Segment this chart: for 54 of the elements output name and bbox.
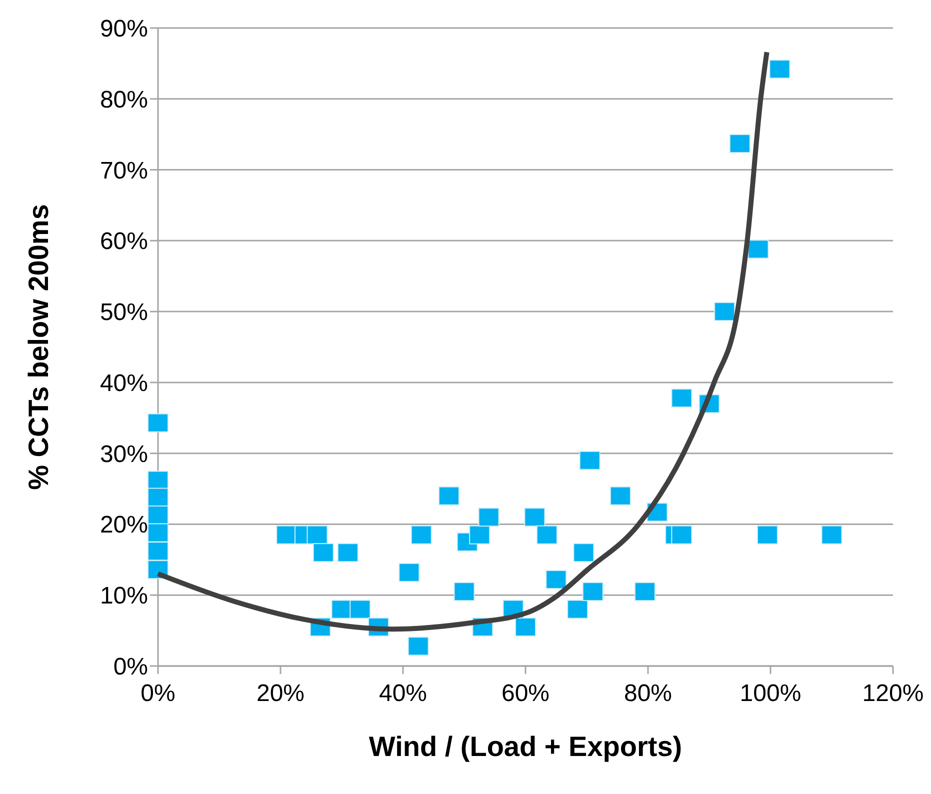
point — [546, 570, 567, 590]
x-tick-label: 100% — [740, 680, 802, 708]
point — [469, 525, 490, 544]
point — [714, 302, 736, 322]
y-tick-label: 0% — [113, 654, 148, 681]
point — [610, 486, 631, 506]
point — [306, 525, 328, 544]
point — [567, 600, 588, 619]
point — [408, 636, 429, 656]
point — [524, 508, 546, 527]
point — [748, 240, 769, 259]
x-axis-title: Wind / (Load + Exports) — [368, 731, 682, 762]
point — [148, 506, 168, 525]
point — [148, 542, 168, 561]
point — [573, 543, 594, 562]
x-tick-label: 120% — [862, 680, 924, 708]
point — [582, 582, 604, 602]
point — [148, 488, 168, 507]
point — [148, 470, 168, 490]
x-tick-label: 40% — [378, 680, 428, 708]
y-tick-label: 70% — [100, 157, 148, 184]
point — [410, 525, 432, 544]
point — [454, 582, 475, 602]
y-tick-label: 10% — [100, 582, 148, 610]
point — [634, 582, 656, 602]
point — [148, 413, 168, 432]
y-tick-label: 80% — [100, 86, 148, 114]
y-tick-label: 60% — [100, 228, 148, 256]
point — [337, 543, 358, 562]
y-tick-label: 90% — [100, 16, 148, 43]
point — [729, 134, 750, 154]
y-tick-label: 20% — [100, 512, 148, 539]
point — [398, 562, 420, 582]
x-tick-label: 80% — [624, 680, 672, 708]
point — [148, 523, 168, 542]
point — [536, 525, 558, 544]
point — [671, 525, 692, 544]
point — [579, 450, 600, 470]
y-tick-label: 30% — [100, 440, 148, 468]
point — [478, 508, 500, 527]
point — [312, 543, 334, 562]
point — [515, 618, 536, 637]
point — [756, 525, 778, 544]
point — [821, 525, 842, 544]
x-tick-label: 0% — [140, 680, 176, 708]
y-axis-title: % CCTs below 200ms — [22, 204, 54, 490]
x-tick-label: 20% — [256, 680, 305, 708]
y-tick-label: 40% — [100, 370, 148, 397]
point — [769, 60, 790, 79]
y-tick-label: 50% — [100, 299, 148, 326]
point — [671, 388, 692, 408]
point — [438, 486, 460, 506]
point — [350, 600, 371, 619]
x-tick-label: 60% — [501, 680, 550, 708]
